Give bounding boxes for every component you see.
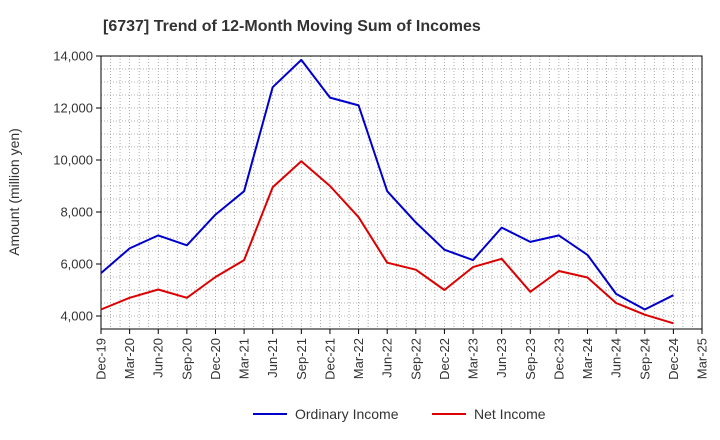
series-line-ordinary-income (100, 58, 674, 311)
x-tick-label: Sep-22 (408, 338, 423, 380)
x-tick-label: Sep-21 (294, 338, 309, 380)
x-tick-label: Mar-20 (122, 338, 137, 379)
chart-title: [6737] Trend of 12-Month Moving Sum of I… (103, 18, 481, 35)
x-tick-label: Dec-24 (666, 338, 681, 380)
x-tick-label: Mar-23 (466, 338, 481, 379)
y-axis-label: Amount (million yen) (6, 128, 22, 256)
y-tick-label: 12,000 (53, 101, 93, 116)
x-tick-label: Sep-23 (523, 338, 538, 380)
x-tick-label: Jun-22 (380, 338, 395, 378)
y-tick-label: 4,000 (60, 309, 93, 324)
plot-area-border (100, 55, 703, 330)
series-lines (100, 58, 674, 325)
x-tick-label: Dec-21 (322, 338, 337, 380)
x-tick-label: Sep-20 (179, 338, 194, 380)
x-tick-label: Jun-20 (151, 338, 166, 378)
x-tick-label: Dec-19 (94, 338, 109, 380)
legend-label: Ordinary Income (295, 406, 399, 422)
x-tick-label: Sep-24 (637, 338, 652, 380)
x-tick-label: Mar-22 (351, 338, 366, 379)
y-tick-label: 6,000 (60, 257, 93, 272)
x-tick-label: Dec-20 (208, 338, 223, 380)
legend-label: Net Income (474, 406, 546, 422)
x-tick-label: Dec-23 (551, 338, 566, 380)
y-axis-ticks: 4,000 6,000 8,000 10,000 12,000 14,000 (53, 49, 101, 324)
x-tick-label: Jun-23 (494, 338, 509, 378)
x-tick-label: Mar-25 (695, 338, 710, 379)
legend: Ordinary Income Net Income (253, 406, 546, 422)
x-axis-ticks: Dec-19 Mar-20 Jun-20 Sep-20 Dec-20 Mar-21 Jun-… (94, 329, 710, 380)
y-tick-label: 10,000 (53, 153, 93, 168)
x-tick-label: Mar-24 (580, 338, 595, 379)
x-tick-label: Dec-22 (437, 338, 452, 380)
x-tick-label: Jun-21 (265, 338, 280, 378)
x-tick-label: Jun-24 (609, 338, 624, 378)
series-line-net-income (100, 160, 674, 325)
grid-lines (101, 56, 702, 329)
x-tick-label: Mar-21 (237, 338, 252, 379)
y-tick-label: 8,000 (60, 205, 93, 220)
y-tick-label: 14,000 (53, 49, 93, 64)
